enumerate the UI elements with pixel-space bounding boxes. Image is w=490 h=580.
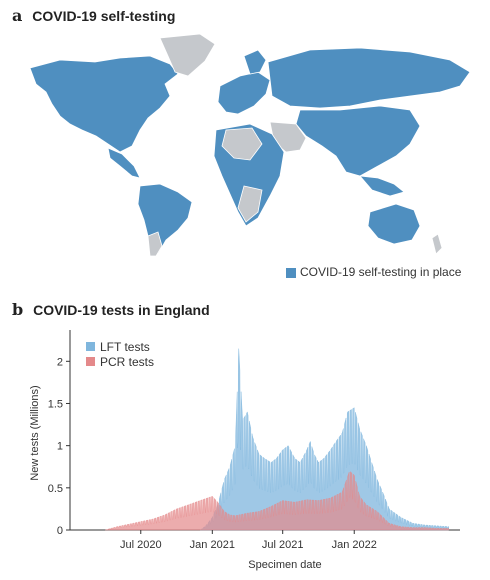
chart-ticks: 0 0.5 1 1.5 2 Jul 2020 Jan 2021 Jul 2021 Jan 202… — [48, 356, 377, 551]
map-region-australia — [367, 203, 421, 245]
x-tick-label: Jul 2021 — [262, 539, 304, 551]
map-region-new-zealand — [431, 233, 443, 255]
map-region-africa-south-grey — [237, 185, 263, 223]
self-testing-legend-label: COVID-19 self-testing in place — [300, 265, 462, 279]
panel-a-title: a COVID-19 self-testing — [12, 6, 175, 25]
world-map — [29, 33, 471, 256]
x-axis-label: Specimen date — [248, 559, 321, 571]
x-tick-label: Jul 2020 — [120, 539, 162, 551]
y-tick-label: 1 — [57, 441, 63, 453]
map-region-russia — [267, 47, 471, 109]
map-region-asia — [295, 105, 421, 177]
map-region-greenland — [159, 33, 216, 77]
map-region-southeast-asia — [359, 175, 405, 197]
pcr-legend-label: PCR tests — [100, 355, 154, 369]
map-region-central-america — [107, 147, 141, 179]
y-tick-label: 1.5 — [48, 398, 63, 410]
y-tick-label: 0 — [57, 525, 63, 537]
y-tick-label: 0.5 — [48, 483, 63, 495]
map-region-south-america — [137, 183, 193, 255]
map-region-africa-grey — [221, 127, 263, 161]
y-axis-label: New tests (Millions) — [29, 385, 41, 480]
lft-legend-swatch — [86, 342, 95, 351]
pcr-series — [105, 470, 449, 531]
y-tick-label: 2 — [57, 356, 63, 368]
panel-a-letter: a — [12, 6, 23, 25]
x-tick-label: Jan 2022 — [332, 539, 377, 551]
map-region-europe — [217, 71, 271, 115]
x-tick-label: Jan 2021 — [190, 539, 235, 551]
map-region-scandinavia — [243, 49, 267, 75]
lft-legend-label: LFT tests — [100, 340, 150, 354]
map-region-south-america-south — [147, 231, 163, 256]
panel-b-title: b COVID-19 tests in England — [12, 300, 210, 319]
panel-a-title-text: COVID-19 self-testing — [32, 8, 176, 24]
map-region-north-america — [29, 55, 179, 153]
self-testing-legend-swatch — [286, 268, 296, 278]
pcr-area — [105, 471, 449, 531]
panel-b-title-text: COVID-19 tests in England — [33, 302, 210, 318]
pcr-legend-swatch — [86, 357, 95, 366]
panel-b-letter: b — [12, 300, 24, 319]
tests-chart: 0 0.5 1 1.5 2 Jul 2020 Jan 2021 Jul 2021 Jan 202… — [29, 330, 460, 571]
